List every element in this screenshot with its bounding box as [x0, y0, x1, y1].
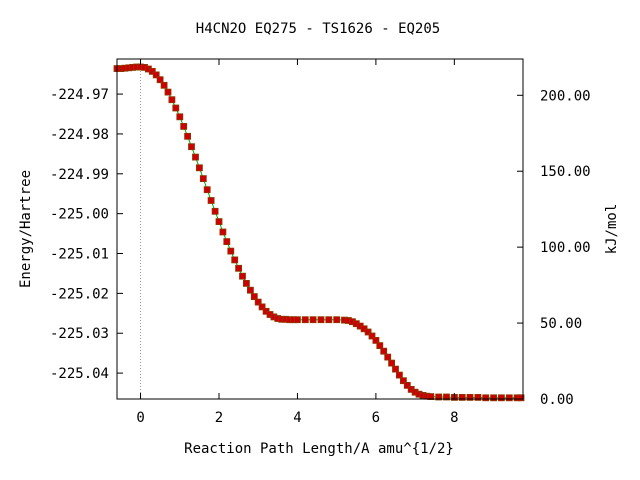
- data-point: [395, 371, 403, 379]
- x-tick-label: 0: [136, 410, 144, 426]
- y-tick-label: -225.04: [50, 366, 109, 382]
- data-point: [180, 123, 188, 130]
- y-tick-label: -224.99: [50, 167, 109, 183]
- data-point: [490, 394, 498, 402]
- data-point: [435, 393, 443, 401]
- data-point: [317, 316, 325, 324]
- x-tick-label: 6: [372, 410, 380, 426]
- data-point: [325, 316, 333, 324]
- data-point: [392, 365, 399, 373]
- x-tick-label: 2: [215, 410, 223, 426]
- y-tick-label: -225.00: [50, 207, 109, 223]
- data-point: [184, 132, 192, 140]
- data-point: [466, 393, 474, 401]
- data-point: [199, 175, 207, 183]
- y-tick-label: -225.02: [50, 286, 109, 302]
- data-point: [372, 336, 380, 344]
- data-point: [235, 264, 243, 272]
- data-point: [376, 342, 384, 350]
- data-point: [458, 393, 466, 401]
- data-point: [203, 186, 211, 194]
- data-point-layer: [113, 63, 525, 402]
- data-point: [242, 279, 250, 287]
- data-point: [309, 316, 317, 324]
- data-point: [388, 359, 396, 367]
- data-point: [192, 153, 199, 161]
- data-point: [160, 81, 168, 89]
- data-point: [148, 68, 156, 75]
- axis-ticks-layer: 0 2 4 6 8 -224.97 -224.98 -224.99 -225.00 -225.01…: [50, 59, 591, 426]
- y2-tick-label: 100.00: [540, 240, 591, 256]
- y2-tick-label: 0.00: [540, 392, 574, 408]
- data-point: [164, 88, 172, 96]
- data-point: [188, 143, 195, 151]
- data-point: [231, 256, 239, 264]
- y-tick-label: -225.03: [50, 326, 109, 342]
- data-point: [399, 377, 407, 385]
- y2-axis-label: kJ/mol: [604, 204, 620, 255]
- x-tick-label: 8: [450, 410, 458, 426]
- chart-title: H4CN2O EQ275 - TS1626 - EQ205: [196, 21, 440, 37]
- data-point: [156, 76, 164, 84]
- data-point: [219, 228, 227, 236]
- data-point: [427, 393, 435, 401]
- data-point: [368, 332, 376, 340]
- data-point: [258, 303, 266, 311]
- data-point: [211, 207, 219, 215]
- data-point: [403, 381, 411, 389]
- y2-tick-label: 200.00: [540, 88, 591, 104]
- data-point: [482, 394, 490, 402]
- y-tick-label: -224.97: [50, 87, 109, 103]
- data-point: [301, 316, 309, 324]
- data-point: [152, 71, 160, 79]
- data-point: [517, 394, 525, 402]
- plot-frame: [116, 58, 524, 400]
- data-point: [215, 218, 223, 226]
- data-point: [168, 96, 176, 104]
- data-point: [239, 272, 246, 280]
- data-point: [505, 394, 513, 402]
- data-point: [474, 393, 482, 401]
- x-axis-label: Reaction Path Length/A amu^{1/2}: [184, 441, 454, 457]
- data-point: [246, 286, 254, 294]
- y-axis-label: Energy/Hartree: [18, 170, 34, 288]
- data-point: [384, 353, 392, 361]
- data-point: [254, 298, 262, 306]
- data-point: [497, 394, 505, 402]
- data-point: [223, 238, 231, 246]
- data-point: [443, 393, 450, 401]
- data-point: [364, 328, 372, 336]
- data-point: [195, 164, 203, 172]
- y2-tick-label: 50.00: [540, 316, 582, 332]
- data-point: [250, 293, 258, 301]
- y-tick-label: -225.01: [50, 247, 109, 263]
- data-point: [333, 316, 341, 324]
- data-point: [172, 104, 180, 112]
- y2-tick-label: 150.00: [540, 164, 591, 180]
- data-point: [176, 113, 184, 121]
- data-point: [380, 347, 388, 355]
- data-point: [293, 316, 301, 324]
- data-point: [207, 197, 215, 204]
- y-tick-label: -224.98: [50, 127, 109, 143]
- x-tick-label: 4: [293, 410, 301, 426]
- data-point: [227, 247, 235, 255]
